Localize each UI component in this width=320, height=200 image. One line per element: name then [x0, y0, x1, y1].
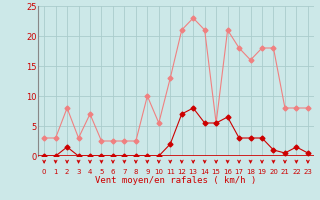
X-axis label: Vent moyen/en rafales ( km/h ): Vent moyen/en rafales ( km/h ): [95, 176, 257, 185]
